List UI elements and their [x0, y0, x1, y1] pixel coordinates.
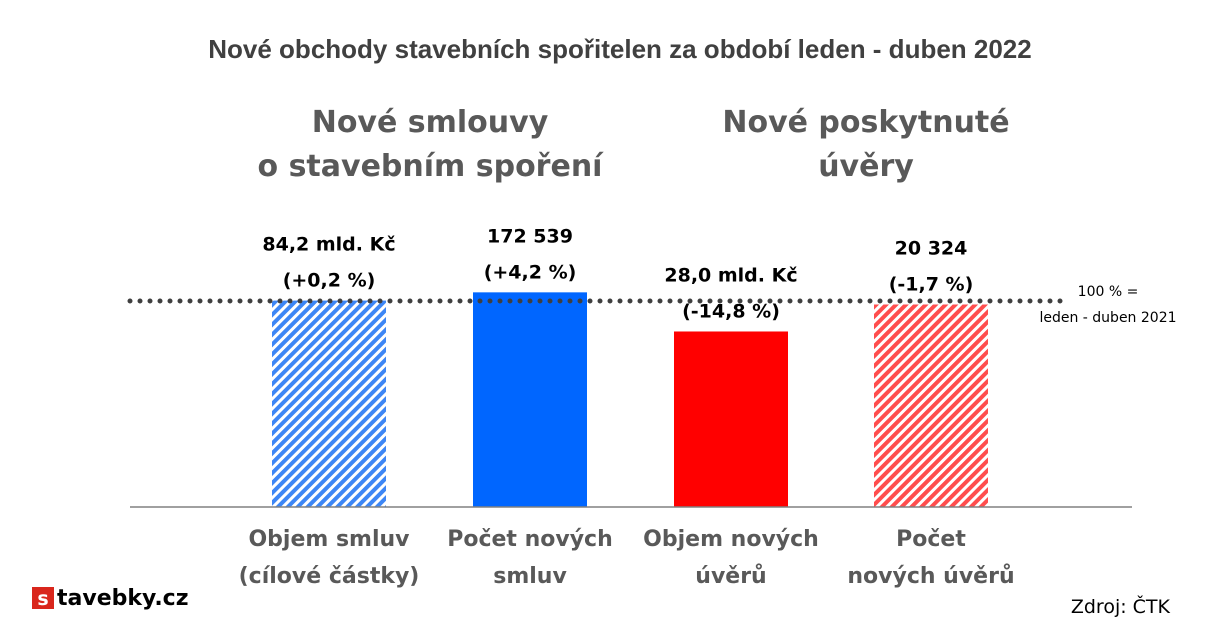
- category-label-0-line-1: (cílové částky): [239, 564, 420, 589]
- reference-label-line-0: 100 % =: [1078, 284, 1139, 300]
- reference-label-line-1: leden - duben 2021: [1039, 310, 1176, 326]
- data-label-3-line-0: 20 324: [895, 238, 968, 260]
- category-label-1-line-1: smluv: [493, 564, 567, 589]
- data-labels-layer: 84,2 mld. Kč (+0,2 %) 172 539 (+4,2 %) 28,0 …: [262, 225, 973, 322]
- group-title-1-line-0: Nové poskytnuté: [722, 105, 1009, 140]
- category-label-2-line-0: Objem nových: [643, 527, 819, 552]
- logo-text: tavebky.cz: [57, 586, 189, 611]
- category-label-2-line-1: úvěrů: [695, 564, 766, 589]
- data-label-3-line-1: (-1,7 %): [889, 274, 974, 296]
- logo-letter: s: [37, 588, 48, 610]
- data-label-0-line-0: 84,2 mld. Kč: [262, 234, 395, 256]
- data-label-1-line-0: 172 539: [487, 225, 573, 247]
- data-label-2-line-1: (-14,8 %): [682, 300, 780, 322]
- data-label-1-line-1: (+4,2 %): [484, 261, 577, 283]
- category-label-0-line-0: Objem smluv: [248, 527, 410, 552]
- chart-title: Nové obchody stavebních spořitelen za ob…: [208, 34, 1031, 64]
- category-label-1-line-0: Počet nových: [447, 527, 613, 552]
- category-label-3-line-0: Počet: [896, 527, 966, 552]
- bar-3: [874, 304, 988, 507]
- source-note: Zdroj: ČTK: [1071, 594, 1171, 618]
- category-labels-layer: Objem smluv (cílové částky) Počet nových sm…: [239, 527, 1015, 589]
- bar-0: [272, 300, 386, 507]
- bar-1: [473, 292, 587, 507]
- stavebky-logo: s tavebky.cz: [32, 586, 189, 611]
- group-title-0-line-1: o stavebním spoření: [258, 149, 605, 184]
- bars-layer: [272, 292, 988, 507]
- data-label-2-line-0: 28,0 mld. Kč: [664, 264, 797, 286]
- group-title-0-line-0: Nové smlouvy: [312, 105, 549, 140]
- logo-mark: [32, 587, 54, 609]
- group-title-1-line-1: úvěry: [818, 149, 914, 184]
- bar-2: [674, 331, 788, 507]
- category-label-3-line-1: nových úvěrů: [847, 564, 1014, 589]
- data-label-0-line-1: (+0,2 %): [283, 270, 376, 292]
